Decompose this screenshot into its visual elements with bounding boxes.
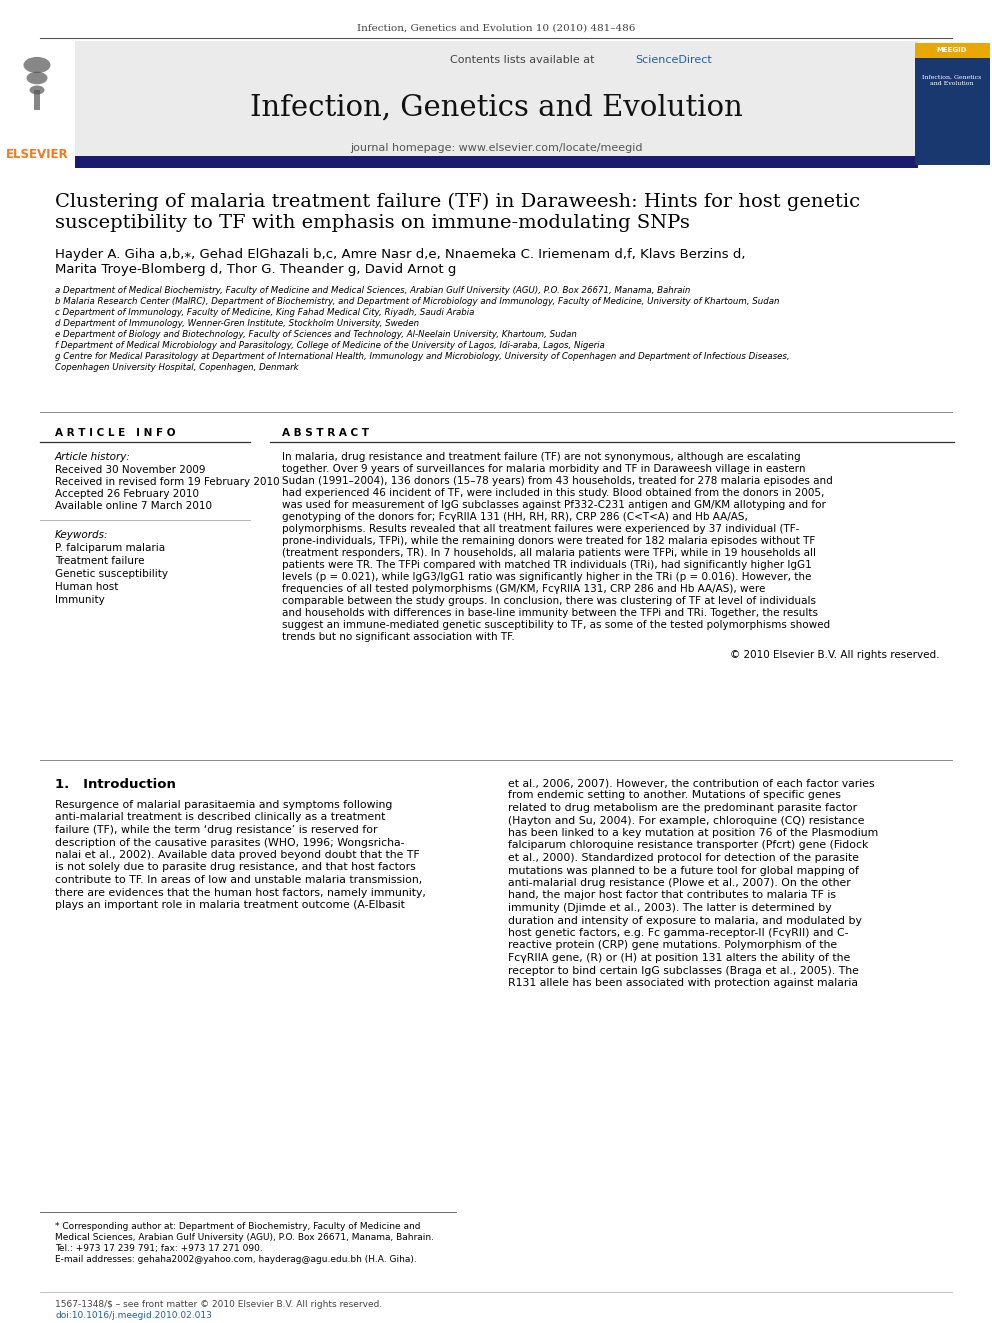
Text: b Malaria Research Center (MalRC), Department of Biochemistry, and Department of: b Malaria Research Center (MalRC), Depar… <box>55 296 780 306</box>
Text: together. Over 9 years of surveillances for malaria morbidity and TF in Darawees: together. Over 9 years of surveillances … <box>282 464 806 474</box>
Text: hand, the major host factor that contributes to malaria TF is: hand, the major host factor that contrib… <box>508 890 836 901</box>
Text: Treatment failure: Treatment failure <box>55 556 145 566</box>
Text: ELSEVIER: ELSEVIER <box>6 148 68 161</box>
Text: anti-malarial treatment is described clinically as a treatment: anti-malarial treatment is described cli… <box>55 812 385 823</box>
Text: doi:10.1016/j.meegid.2010.02.013: doi:10.1016/j.meegid.2010.02.013 <box>55 1311 212 1320</box>
Text: Clustering of malaria treatment failure (TF) in Daraweesh: Hints for host geneti: Clustering of malaria treatment failure … <box>55 193 860 212</box>
Text: c Department of Immunology, Faculty of Medicine, King Fahad Medical City, Riyadh: c Department of Immunology, Faculty of M… <box>55 308 474 318</box>
Text: In malaria, drug resistance and treatment failure (TF) are not synonymous, altho: In malaria, drug resistance and treatmen… <box>282 452 801 462</box>
Text: there are evidences that the human host factors, namely immunity,: there are evidences that the human host … <box>55 888 426 897</box>
Text: Copenhagen University Hospital, Copenhagen, Denmark: Copenhagen University Hospital, Copenhag… <box>55 363 299 372</box>
Text: Received in revised form 19 February 2010: Received in revised form 19 February 201… <box>55 478 280 487</box>
Ellipse shape <box>27 71 48 85</box>
Bar <box>75 156 918 168</box>
Text: host genetic factors, e.g. Fc gamma-receptor-II (FcγRII) and C-: host genetic factors, e.g. Fc gamma-rece… <box>508 927 848 938</box>
Text: comparable between the study groups. In conclusion, there was clustering of TF a: comparable between the study groups. In … <box>282 595 816 606</box>
Text: Sudan (1991–2004), 136 donors (15–78 years) from 43 households, treated for 278 : Sudan (1991–2004), 136 donors (15–78 yea… <box>282 476 832 486</box>
Text: A R T I C L E   I N F O: A R T I C L E I N F O <box>55 429 176 438</box>
Text: Immunity: Immunity <box>55 595 105 605</box>
Text: Article history:: Article history: <box>55 452 131 462</box>
Text: susceptibility to TF with emphasis on immune-modulating SNPs: susceptibility to TF with emphasis on im… <box>55 214 689 232</box>
Text: falciparum chloroquine resistance transporter (Pfcrt) gene (Fidock: falciparum chloroquine resistance transp… <box>508 840 868 851</box>
Ellipse shape <box>30 86 45 94</box>
Text: 1567-1348/$ – see front matter © 2010 Elsevier B.V. All rights reserved.: 1567-1348/$ – see front matter © 2010 El… <box>55 1301 382 1308</box>
Text: frequencies of all tested polymorphisms (GM/KM, FcγRIIA 131, CRP 286 and Hb AA/A: frequencies of all tested polymorphisms … <box>282 583 766 594</box>
Text: had experienced 46 incident of TF, were included in this study. Blood obtained f: had experienced 46 incident of TF, were … <box>282 488 824 497</box>
Text: Medical Sciences, Arabian Gulf University (AGU), P.O. Box 26671, Manama, Bahrain: Medical Sciences, Arabian Gulf Universit… <box>55 1233 434 1242</box>
Text: (Hayton and Su, 2004). For example, chloroquine (CQ) resistance: (Hayton and Su, 2004). For example, chlo… <box>508 815 864 826</box>
Text: f Department of Medical Microbiology and Parasitology, College of Medicine of th: f Department of Medical Microbiology and… <box>55 341 605 351</box>
Text: Available online 7 March 2010: Available online 7 March 2010 <box>55 501 212 511</box>
Text: g Centre for Medical Parasitology at Department of International Health, Immunol: g Centre for Medical Parasitology at Dep… <box>55 352 790 361</box>
Text: from endemic setting to another. Mutations of specific genes: from endemic setting to another. Mutatio… <box>508 791 841 800</box>
Text: A B S T R A C T: A B S T R A C T <box>282 429 369 438</box>
Text: FcγRIIA gene, (R) or (H) at position 131 alters the ability of the: FcγRIIA gene, (R) or (H) at position 131… <box>508 953 850 963</box>
Text: 1.   Introduction: 1. Introduction <box>55 778 176 791</box>
Text: E-mail addresses: gehaha2002@yahoo.com, hayderag@agu.edu.bh (H.A. Giha).: E-mail addresses: gehaha2002@yahoo.com, … <box>55 1256 417 1263</box>
Text: plays an important role in malaria treatment outcome (A-Elbasit: plays an important role in malaria treat… <box>55 900 405 910</box>
Text: Human host: Human host <box>55 582 118 591</box>
Bar <box>915 44 990 165</box>
Text: R131 allele has been associated with protection against malaria: R131 allele has been associated with pro… <box>508 978 858 988</box>
Text: Infection, Genetics and Evolution 10 (2010) 481–486: Infection, Genetics and Evolution 10 (20… <box>357 24 635 33</box>
Bar <box>34 90 40 110</box>
Ellipse shape <box>24 57 51 73</box>
Text: Infection, Genetics
and Evolution: Infection, Genetics and Evolution <box>923 74 982 86</box>
Text: Resurgence of malarial parasitaemia and symptoms following: Resurgence of malarial parasitaemia and … <box>55 800 393 810</box>
Text: contribute to TF. In areas of low and unstable malaria transmission,: contribute to TF. In areas of low and un… <box>55 875 423 885</box>
Text: description of the causative parasites (WHO, 1996; Wongsricha-: description of the causative parasites (… <box>55 837 405 848</box>
Text: Marita Troye-Blomberg d, Thor G. Theander g, David Arnot g: Marita Troye-Blomberg d, Thor G. Theande… <box>55 263 456 277</box>
Text: * Corresponding author at: Department of Biochemistry, Faculty of Medicine and: * Corresponding author at: Department of… <box>55 1222 421 1230</box>
Text: (treatment responders, TR). In 7 households, all malaria patients were TFPi, whi: (treatment responders, TR). In 7 househo… <box>282 548 816 558</box>
Text: failure (TF), while the term ‘drug resistance’ is reserved for: failure (TF), while the term ‘drug resis… <box>55 826 378 835</box>
Text: related to drug metabolism are the predominant parasite factor: related to drug metabolism are the predo… <box>508 803 857 814</box>
Text: anti-malarial drug resistance (Plowe et al., 2007). On the other: anti-malarial drug resistance (Plowe et … <box>508 878 851 888</box>
Text: levels (p = 0.021), while IgG3/IgG1 ratio was significantly higher in the TRi (p: levels (p = 0.021), while IgG3/IgG1 rati… <box>282 572 811 582</box>
Text: Received 30 November 2009: Received 30 November 2009 <box>55 464 205 475</box>
Text: a Department of Medical Biochemistry, Faculty of Medicine and Medical Sciences, : a Department of Medical Biochemistry, Fa… <box>55 286 690 295</box>
Text: receptor to bind certain IgG subclasses (Braga et al., 2005). The: receptor to bind certain IgG subclasses … <box>508 966 859 975</box>
Text: reactive protein (CRP) gene mutations. Polymorphism of the: reactive protein (CRP) gene mutations. P… <box>508 941 837 950</box>
Text: Hayder A. Giha a,b,⁎, Gehad ElGhazali b,c, Amre Nasr d,e, Nnaemeka C. Iriemenam : Hayder A. Giha a,b,⁎, Gehad ElGhazali b,… <box>55 247 746 261</box>
Text: has been linked to a key mutation at position 76 of the Plasmodium: has been linked to a key mutation at pos… <box>508 828 878 837</box>
Text: © 2010 Elsevier B.V. All rights reserved.: © 2010 Elsevier B.V. All rights reserved… <box>730 650 940 660</box>
Text: MEEGID: MEEGID <box>936 48 967 53</box>
Text: P. falciparum malaria: P. falciparum malaria <box>55 542 165 553</box>
Text: Accepted 26 February 2010: Accepted 26 February 2010 <box>55 490 199 499</box>
Text: and households with differences in base-line immunity between the TFPi and TRi. : and households with differences in base-… <box>282 609 818 618</box>
Text: Genetic susceptibility: Genetic susceptibility <box>55 569 168 579</box>
Text: d Department of Immunology, Wenner-Gren Institute, Stockholm University, Sweden: d Department of Immunology, Wenner-Gren … <box>55 319 420 328</box>
Text: et al., 2000). Standardized protocol for detection of the parasite: et al., 2000). Standardized protocol for… <box>508 853 859 863</box>
Text: journal homepage: www.elsevier.com/locate/meegid: journal homepage: www.elsevier.com/locat… <box>350 143 642 153</box>
Text: polymorphisms. Results revealed that all treatment failures were experienced by : polymorphisms. Results revealed that all… <box>282 524 800 534</box>
Text: is not solely due to parasite drug resistance, and that host factors: is not solely due to parasite drug resis… <box>55 863 416 872</box>
Bar <box>915 44 990 58</box>
Text: Contents lists available at: Contents lists available at <box>450 56 598 65</box>
Text: e Department of Biology and Biotechnology, Faculty of Sciences and Technology, A: e Department of Biology and Biotechnolog… <box>55 329 577 339</box>
Text: patients were TR. The TFPi compared with matched TR individuals (TRi), had signi: patients were TR. The TFPi compared with… <box>282 560 811 570</box>
Text: suggest an immune-mediated genetic susceptibility to TF, as some of the tested p: suggest an immune-mediated genetic susce… <box>282 620 830 630</box>
Text: et al., 2006, 2007). However, the contribution of each factor varies: et al., 2006, 2007). However, the contri… <box>508 778 875 789</box>
Text: immunity (Djimde et al., 2003). The latter is determined by: immunity (Djimde et al., 2003). The latt… <box>508 904 831 913</box>
Text: mutations was planned to be a future tool for global mapping of: mutations was planned to be a future too… <box>508 865 859 876</box>
Text: ScienceDirect: ScienceDirect <box>635 56 711 65</box>
Text: duration and intensity of exposure to malaria, and modulated by: duration and intensity of exposure to ma… <box>508 916 862 926</box>
Text: nalai et al., 2002). Available data proved beyond doubt that the TF: nalai et al., 2002). Available data prov… <box>55 849 420 860</box>
Text: genotyping of the donors for; FcγRIIA 131 (HH, RH, RR), CRP 286 (C<T<A) and Hb A: genotyping of the donors for; FcγRIIA 13… <box>282 512 748 523</box>
Text: Tel.: +973 17 239 791; fax: +973 17 271 090.: Tel.: +973 17 239 791; fax: +973 17 271 … <box>55 1244 263 1253</box>
Bar <box>22 40 52 101</box>
Text: was used for measurement of IgG subclasses against Pf332-C231 antigen and GM/KM : was used for measurement of IgG subclass… <box>282 500 826 509</box>
Text: trends but no significant association with TF.: trends but no significant association wi… <box>282 632 515 642</box>
Text: Infection, Genetics and Evolution: Infection, Genetics and Evolution <box>250 94 742 122</box>
Bar <box>75 41 918 163</box>
Text: Keywords:: Keywords: <box>55 531 108 540</box>
Text: prone-individuals, TFPi), while the remaining donors were treated for 182 malari: prone-individuals, TFPi), while the rema… <box>282 536 815 546</box>
